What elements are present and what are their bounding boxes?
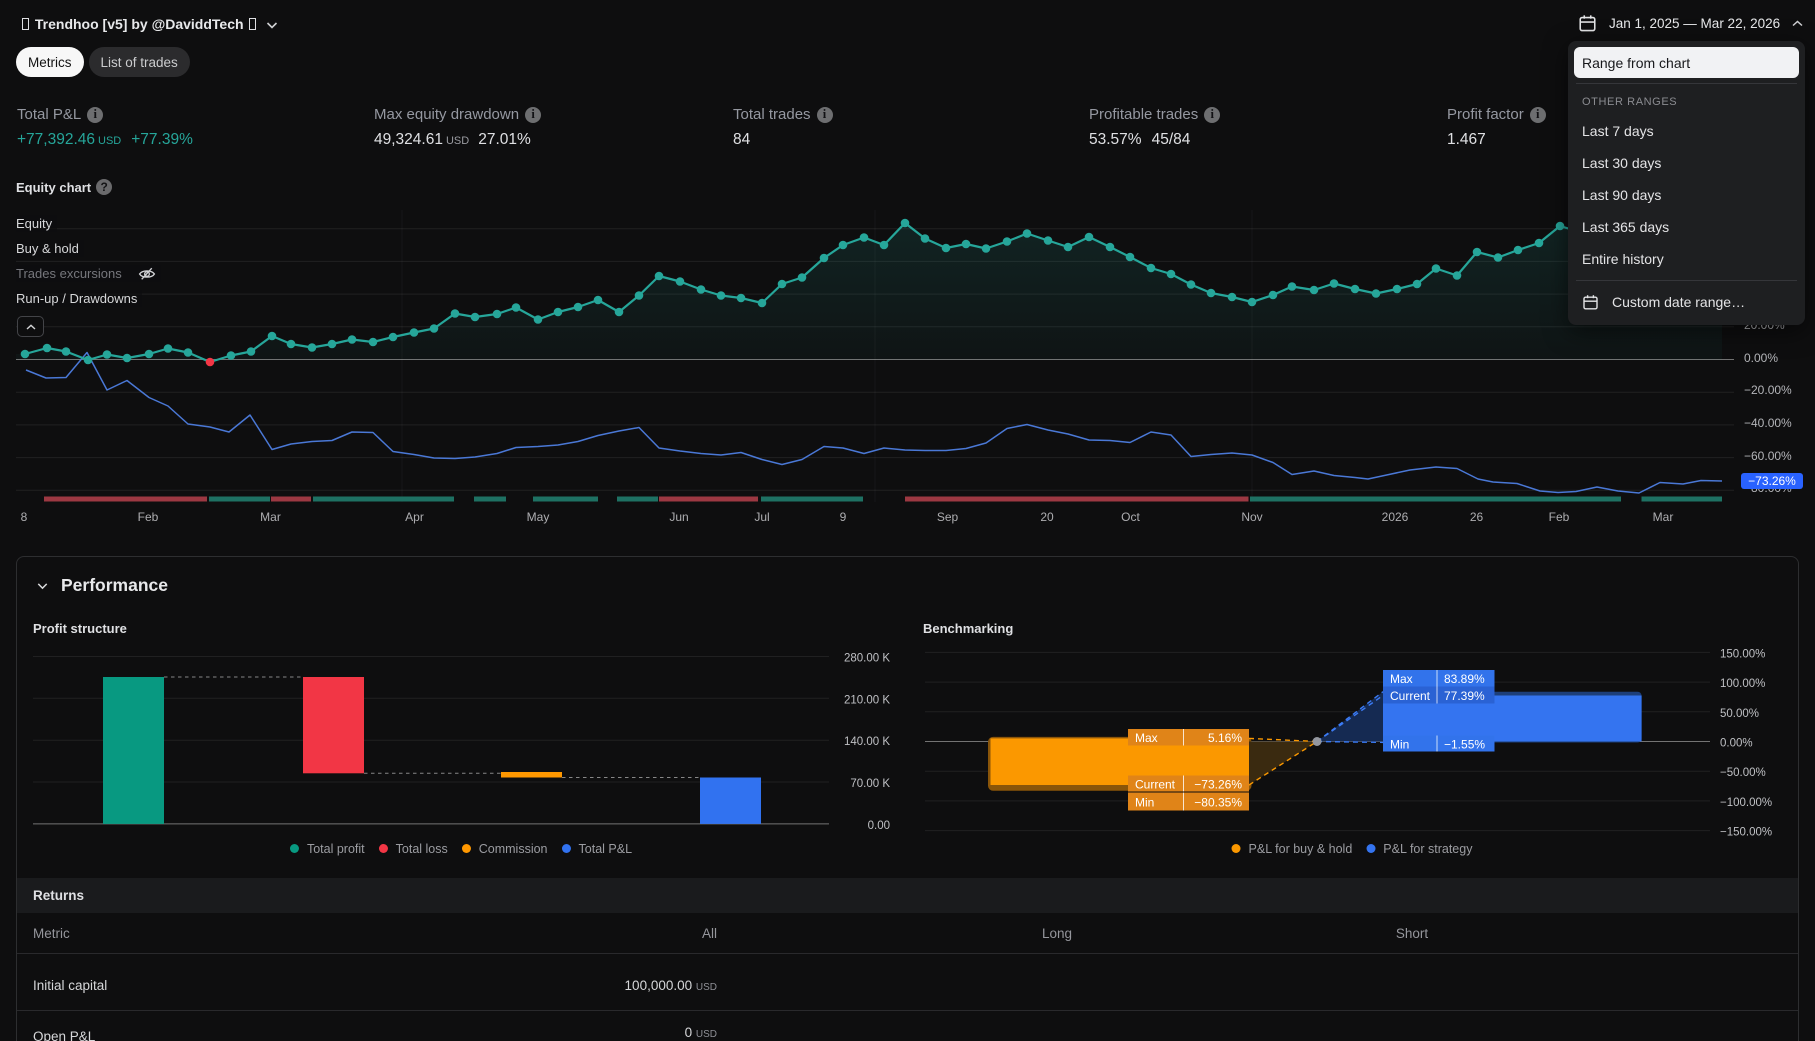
svg-text:280.00 K: 280.00 K — [844, 653, 890, 665]
svg-text:5.16%: 5.16% — [1208, 731, 1242, 745]
svg-text:0.00%: 0.00% — [1720, 738, 1753, 750]
svg-text:Max: Max — [1390, 672, 1413, 686]
svg-text:Min: Min — [1135, 796, 1154, 810]
svg-text:−100.00%: −100.00% — [1720, 797, 1772, 809]
svg-text:−73.26%: −73.26% — [1194, 778, 1242, 792]
svg-text:70.00 K: 70.00 K — [850, 778, 890, 790]
svg-text:−50.00%: −50.00% — [1720, 767, 1766, 779]
svg-text:210.00 K: 210.00 K — [844, 694, 890, 706]
svg-text:0.00: 0.00 — [868, 820, 890, 832]
svg-text:Current: Current — [1135, 778, 1176, 792]
svg-text:−150.00%: −150.00% — [1720, 827, 1772, 839]
svg-text:150.00%: 150.00% — [1720, 648, 1765, 660]
svg-text:Current: Current — [1390, 689, 1431, 703]
svg-text:100.00%: 100.00% — [1720, 678, 1765, 690]
svg-text:77.39%: 77.39% — [1444, 689, 1485, 703]
svg-text:83.89%: 83.89% — [1444, 672, 1485, 686]
svg-text:−80.35%: −80.35% — [1194, 796, 1242, 810]
svg-text:Min: Min — [1390, 738, 1409, 752]
svg-text:−1.55%: −1.55% — [1444, 738, 1485, 752]
svg-text:50.00%: 50.00% — [1720, 708, 1759, 720]
svg-text:140.00 K: 140.00 K — [844, 736, 890, 748]
svg-text:Max: Max — [1135, 731, 1158, 745]
